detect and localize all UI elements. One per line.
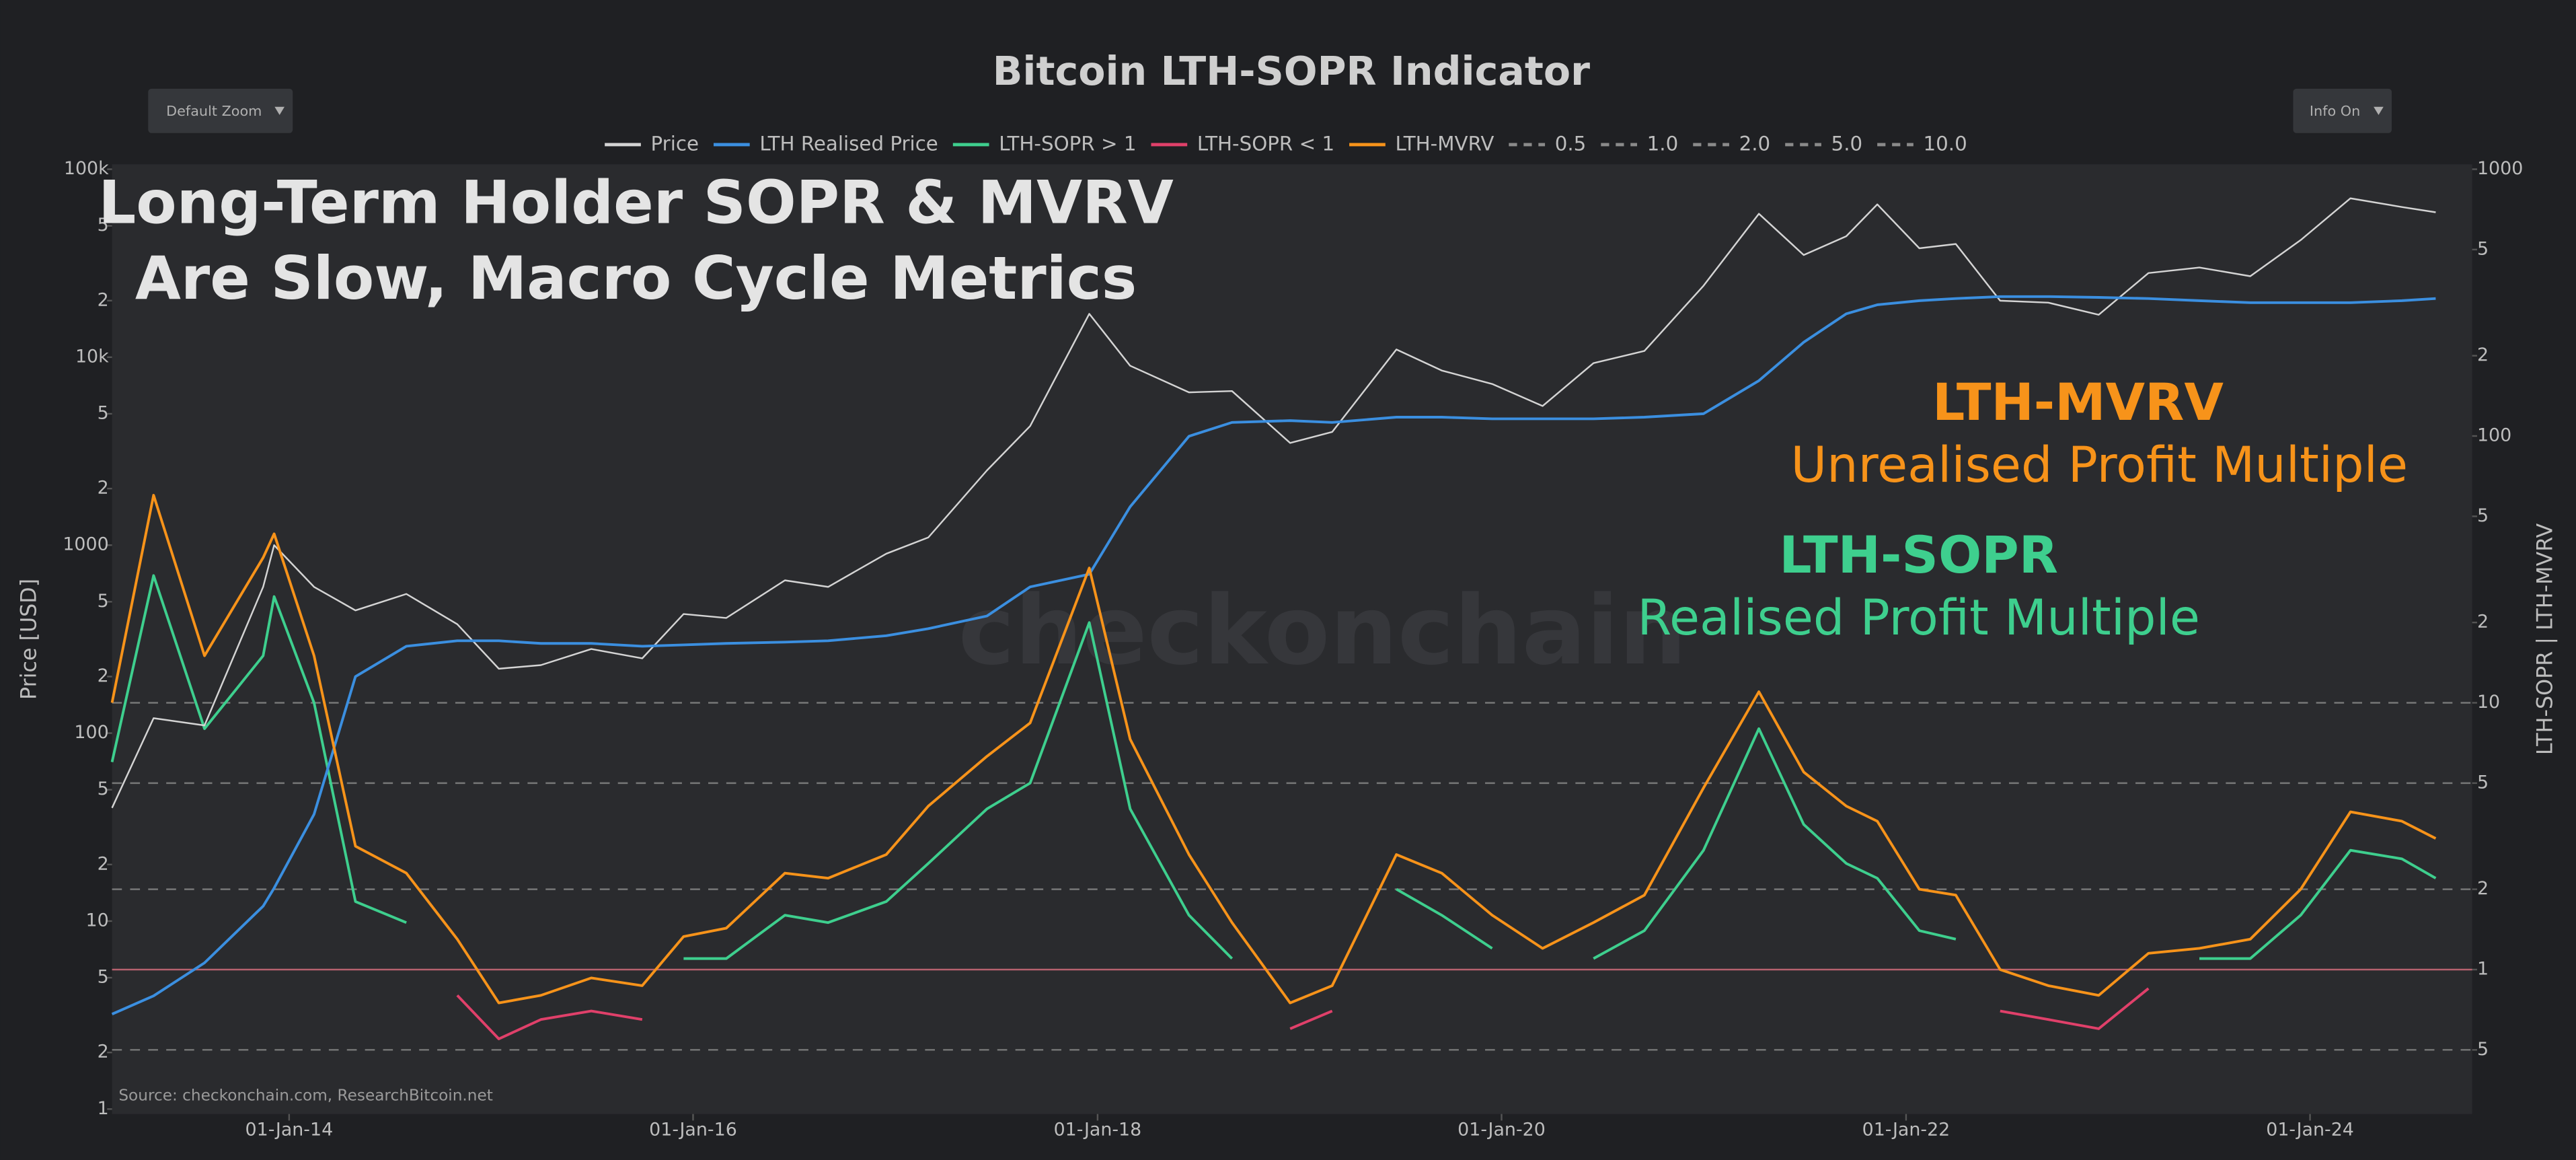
- zoom-button[interactable]: Default Zoom: [148, 88, 293, 133]
- info-button[interactable]: Info On: [2293, 88, 2392, 133]
- y-tick-label: 2: [98, 478, 109, 499]
- dropdown-arrow[interactable]: [274, 106, 285, 115]
- plot-area: [112, 164, 2472, 1114]
- sopr-caption: Realised Profit Multiple: [1637, 589, 2200, 647]
- y2-tick-label: 10: [2477, 692, 2500, 713]
- y-tick-label: 2: [98, 853, 109, 874]
- y-tick-label: 10: [86, 910, 109, 931]
- y-tick-label: 1: [98, 1098, 109, 1119]
- mvrv-caption: Unrealised Profit Multiple: [1791, 437, 2409, 494]
- y-tick-label: 5: [98, 778, 109, 799]
- button-bg[interactable]: [148, 88, 293, 133]
- x-tick-label: 01-Jan-24: [2266, 1120, 2354, 1140]
- y2-tick-label: 2: [2477, 878, 2489, 899]
- series-line: [111, 197, 2436, 809]
- legend-label: 1.0: [1647, 132, 1679, 155]
- y-tick-label: 5: [98, 591, 109, 612]
- x-tick-label: 01-Jan-14: [245, 1120, 334, 1140]
- legend-label: 0.5: [1555, 132, 1587, 155]
- y2-tick-label: 5: [2477, 1039, 2489, 1060]
- y-axis-title: Price [USD]: [17, 579, 41, 700]
- y-tick-label: 5: [98, 967, 109, 988]
- legend-label: Price: [651, 132, 699, 155]
- y-tick-label: 2: [98, 665, 109, 686]
- x-tick-label: 01-Jan-20: [1457, 1120, 1546, 1140]
- button-label[interactable]: Info On: [2310, 103, 2360, 119]
- y2-tick-label: 2: [2477, 612, 2489, 632]
- y2-tick-label: 5: [2477, 238, 2489, 259]
- y-tick-label: 2: [98, 289, 109, 310]
- headline: Are Slow, Macro Cycle Metrics: [135, 244, 1137, 313]
- series-line: [110, 494, 2437, 1005]
- sopr-label: LTH-SOPR: [1779, 525, 2058, 585]
- series-line: [456, 987, 2150, 1040]
- legend-label: LTH-MVRV: [1395, 132, 1494, 155]
- dropdown-arrow[interactable]: [2374, 106, 2384, 115]
- legend-label: 5.0: [1831, 132, 1863, 155]
- button-label[interactable]: Default Zoom: [166, 103, 262, 119]
- legend-label: LTH-SOPR < 1: [1197, 132, 1334, 155]
- legend-label: LTH Realised Price: [759, 132, 938, 155]
- series-line: [110, 574, 2437, 960]
- y2-tick-label: 5: [2477, 505, 2489, 526]
- series-line: [111, 295, 2436, 1015]
- y2-tick-label: 100: [2477, 425, 2511, 446]
- legend-label: 2.0: [1739, 132, 1771, 155]
- y2-tick-label: 2: [2477, 345, 2489, 365]
- x-tick-label: 01-Jan-18: [1054, 1120, 1142, 1140]
- y-tick-label: 1000: [63, 534, 108, 555]
- mvrv-label: LTH-MVRV: [1932, 373, 2224, 432]
- y2-tick-label: 1000: [2477, 158, 2523, 179]
- y2-axis-title: LTH-SOPR | LTH-MVRV: [2534, 523, 2558, 755]
- watermark: checkonchain: [958, 576, 1687, 686]
- y-tick-label: 5: [98, 215, 109, 235]
- legend-label: 10.0: [1924, 132, 1967, 155]
- source-note: Source: checkonchain.com, ResearchBitcoi…: [118, 1086, 493, 1104]
- y2-tick-label: 1: [2477, 958, 2489, 979]
- button-bg[interactable]: [2293, 88, 2392, 133]
- y-tick-label: 100: [74, 722, 108, 743]
- x-tick-label: 01-Jan-16: [649, 1120, 737, 1140]
- headline: Long-Term Holder SOPR & MVRV: [98, 168, 1174, 238]
- y-tick-label: 2: [98, 1042, 109, 1062]
- y2-tick-label: 5: [2477, 772, 2489, 793]
- y-tick-label: 5: [98, 402, 109, 423]
- chart-title: Bitcoin LTH-SOPR Indicator: [993, 48, 1590, 94]
- x-tick-label: 01-Jan-22: [1862, 1120, 1950, 1140]
- legend-label: LTH-SOPR > 1: [999, 132, 1136, 155]
- y-tick-label: 100k: [64, 158, 109, 179]
- y-tick-label: 10k: [75, 346, 109, 367]
